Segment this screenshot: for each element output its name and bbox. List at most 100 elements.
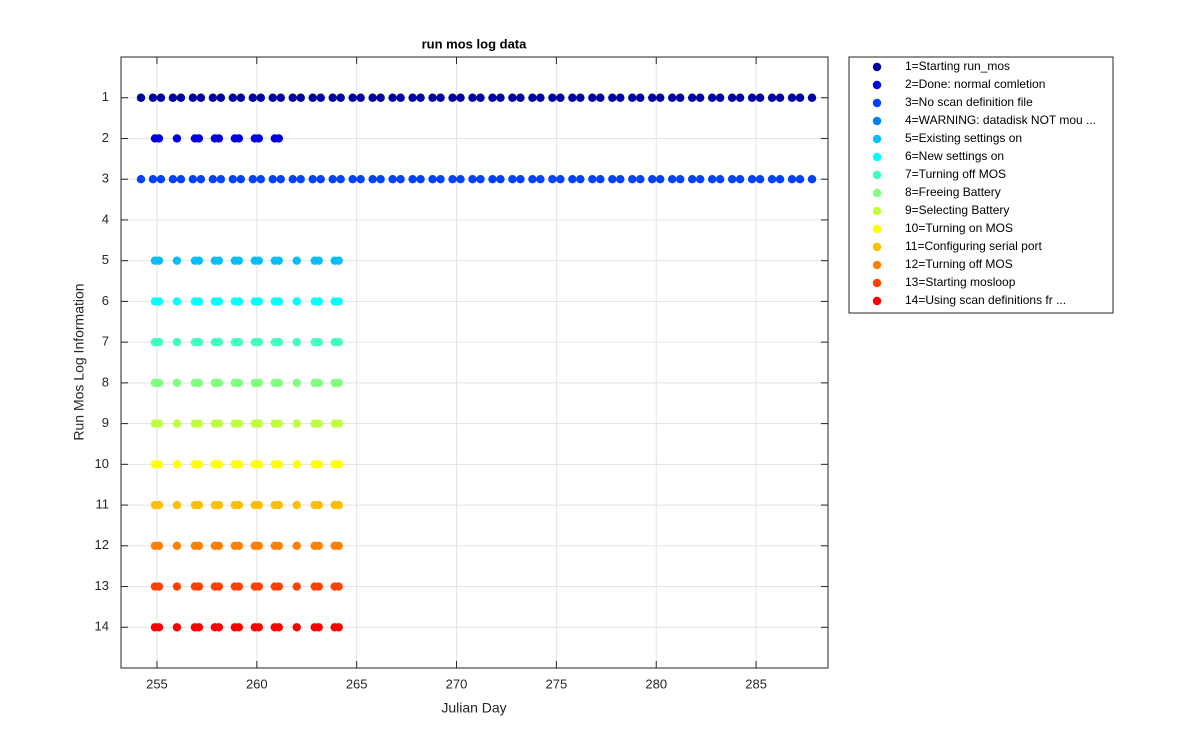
point <box>314 460 323 469</box>
legend-label: 7=Turning off MOS <box>905 167 1006 181</box>
point <box>428 175 437 184</box>
point <box>356 93 365 102</box>
point <box>608 93 617 102</box>
point <box>676 175 685 184</box>
point <box>254 582 264 591</box>
point <box>292 541 301 550</box>
point <box>448 93 457 102</box>
point <box>416 175 425 184</box>
legend-label: 1=Starting run_mos <box>905 59 1010 73</box>
y-tick-label: 1 <box>102 89 109 104</box>
point <box>536 175 545 184</box>
point <box>176 93 186 102</box>
point <box>292 297 301 306</box>
point <box>234 419 244 428</box>
point <box>588 93 597 102</box>
point <box>194 582 204 591</box>
point <box>154 419 164 428</box>
x-axis-label: Julian Day <box>441 700 506 716</box>
point <box>448 175 457 184</box>
point <box>795 175 805 184</box>
point <box>234 256 244 265</box>
point <box>695 93 705 102</box>
point <box>292 419 301 428</box>
point <box>628 175 637 184</box>
point <box>276 93 285 102</box>
point <box>234 337 244 347</box>
point <box>296 93 305 102</box>
point <box>775 175 785 184</box>
point <box>172 541 182 550</box>
point <box>194 541 204 550</box>
point <box>254 297 264 306</box>
point <box>154 500 164 510</box>
point <box>334 623 343 632</box>
point <box>172 134 182 143</box>
point <box>194 256 204 265</box>
point <box>254 378 264 388</box>
legend-marker <box>872 242 882 252</box>
point <box>368 175 377 184</box>
point <box>314 623 323 632</box>
point <box>274 500 283 510</box>
y-tick-label: 5 <box>102 252 109 267</box>
point <box>292 256 301 265</box>
legend-marker <box>872 98 882 108</box>
point <box>468 175 477 184</box>
plot-area <box>121 57 828 668</box>
x-tick-label: 255 <box>146 676 168 691</box>
point <box>214 256 224 265</box>
point <box>747 93 757 102</box>
point <box>428 93 437 102</box>
point <box>172 337 182 347</box>
point <box>214 337 224 347</box>
point <box>274 337 283 347</box>
point <box>496 175 505 184</box>
point <box>228 93 238 102</box>
y-tick-label: 11 <box>96 497 110 512</box>
point <box>136 93 146 102</box>
legend-label: 2=Done: normal comletion <box>905 77 1045 91</box>
legend-label: 12=Turning off MOS <box>905 257 1013 271</box>
point <box>316 93 325 102</box>
point <box>556 175 565 184</box>
point <box>234 297 244 306</box>
point <box>234 541 244 550</box>
point <box>148 175 158 184</box>
point <box>314 500 323 510</box>
point <box>707 175 717 184</box>
point <box>727 93 737 102</box>
point <box>194 297 204 306</box>
axes-box <box>120 56 829 669</box>
point <box>314 419 323 428</box>
point <box>172 297 182 306</box>
point <box>234 500 244 510</box>
point <box>194 337 204 347</box>
point <box>314 582 323 591</box>
point <box>194 134 204 143</box>
point <box>628 93 637 102</box>
point <box>608 175 617 184</box>
point <box>148 93 158 102</box>
point <box>292 582 301 591</box>
point <box>314 541 323 550</box>
point <box>576 175 585 184</box>
point <box>172 256 182 265</box>
point <box>214 500 224 510</box>
point <box>488 93 497 102</box>
point <box>254 460 264 469</box>
point <box>656 93 665 102</box>
point <box>476 175 485 184</box>
point <box>276 175 285 184</box>
y-tick-label: 9 <box>102 415 109 430</box>
y-tick-label: 7 <box>102 334 109 349</box>
point <box>168 93 178 102</box>
point <box>194 460 204 469</box>
point <box>656 175 665 184</box>
point <box>528 175 537 184</box>
point <box>274 541 283 550</box>
y-tick-label: 8 <box>102 374 109 389</box>
point <box>154 297 164 306</box>
point <box>172 460 182 469</box>
